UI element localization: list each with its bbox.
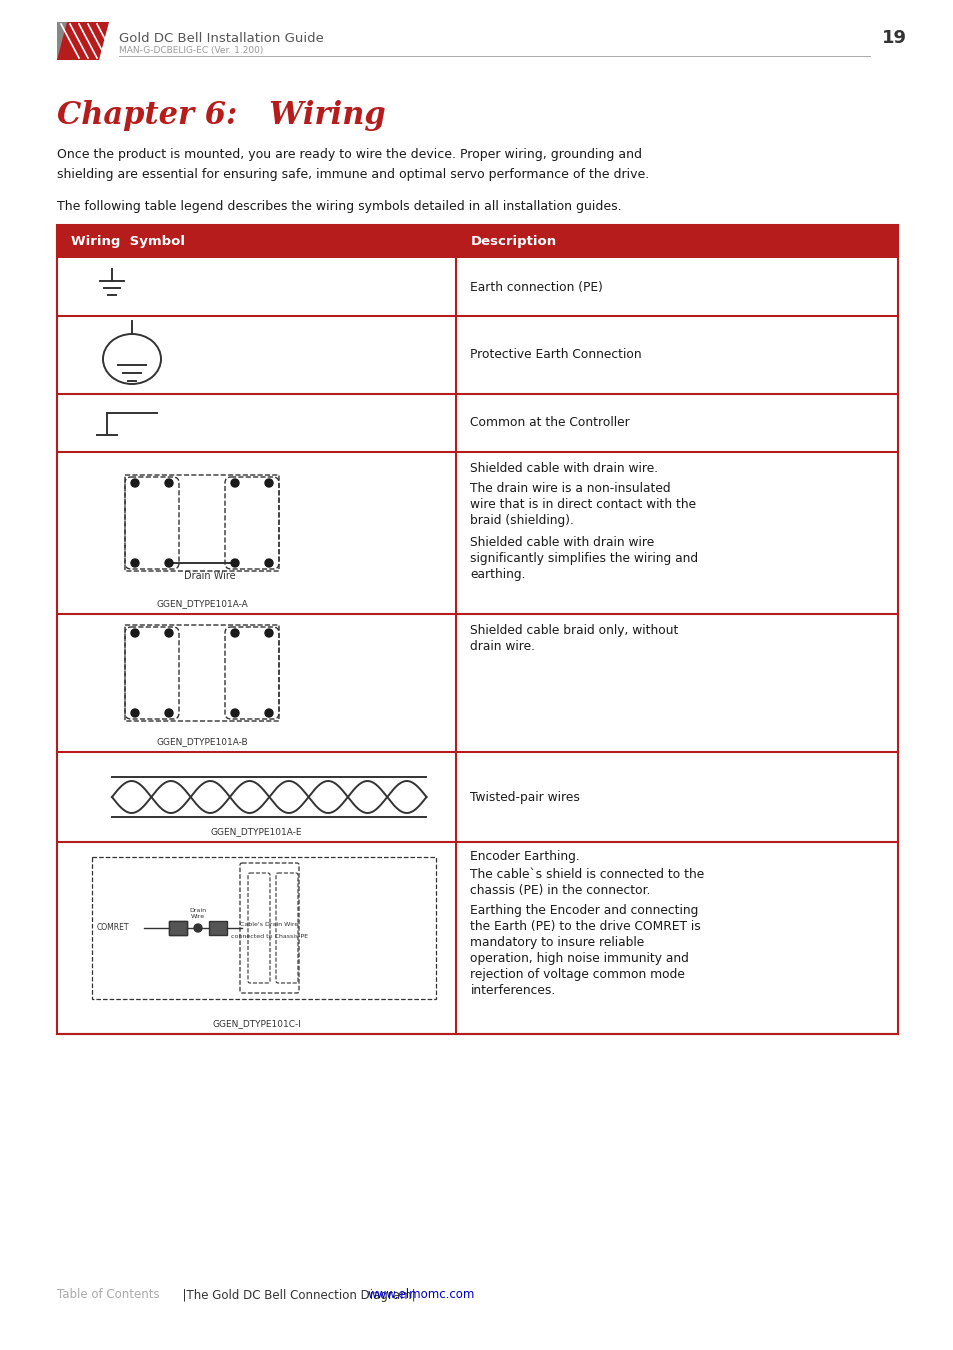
Bar	[57, 22, 99, 59]
Circle shape	[165, 629, 172, 637]
Text: wire that is in direct contact with the: wire that is in direct contact with the	[470, 498, 696, 512]
Text: Encoder Earthing.: Encoder Earthing.	[470, 850, 579, 863]
Text: Common at the Controller: Common at the Controller	[470, 417, 630, 429]
Text: Once the product is mounted, you are ready to wire the device. Proper wiring, gr: Once the product is mounted, you are rea…	[57, 148, 641, 161]
Text: Earth connection (PE): Earth connection (PE)	[470, 281, 602, 293]
Text: GGEN_DTYPE101A-B: GGEN_DTYPE101A-B	[156, 737, 248, 747]
Circle shape	[265, 479, 273, 487]
Text: significantly simplifies the wiring and: significantly simplifies the wiring and	[470, 552, 698, 566]
Circle shape	[131, 709, 139, 717]
Text: mandatory to insure reliable: mandatory to insure reliable	[470, 936, 644, 949]
Text: COMRET: COMRET	[97, 923, 130, 933]
Text: drain wire.: drain wire.	[470, 640, 535, 653]
Circle shape	[231, 559, 239, 567]
Text: The cable`s shield is connected to the: The cable`s shield is connected to the	[470, 868, 704, 882]
Text: Twisted-pair wires: Twisted-pair wires	[470, 791, 579, 803]
Bar	[57, 225, 897, 1034]
Circle shape	[231, 629, 239, 637]
Text: Table of Contents: Table of Contents	[57, 1288, 159, 1301]
Text: earthing.: earthing.	[470, 568, 525, 580]
Circle shape	[165, 709, 172, 717]
Text: connected to Chassis-PE: connected to Chassis-PE	[231, 933, 308, 938]
Text: Shielded cable with drain wire.: Shielded cable with drain wire.	[470, 462, 658, 475]
Text: rejection of voltage common mode: rejection of voltage common mode	[470, 968, 684, 981]
Text: the Earth (PE) to the drive COMRET is: the Earth (PE) to the drive COMRET is	[470, 919, 700, 933]
Text: Cable's Drain Wire: Cable's Drain Wire	[240, 922, 298, 926]
Text: Drain
Wire: Drain Wire	[190, 909, 207, 919]
Polygon shape	[57, 22, 109, 59]
Circle shape	[265, 559, 273, 567]
Text: Shielded cable braid only, without: Shielded cable braid only, without	[470, 624, 679, 637]
Circle shape	[131, 479, 139, 487]
Bar	[169, 921, 187, 936]
Text: Protective Earth Connection: Protective Earth Connection	[470, 348, 641, 362]
Circle shape	[231, 709, 239, 717]
Text: GGEN_DTYPE101A-E: GGEN_DTYPE101A-E	[211, 828, 302, 836]
Text: www.elmomc.com: www.elmomc.com	[368, 1288, 475, 1301]
Circle shape	[131, 629, 139, 637]
Circle shape	[265, 709, 273, 717]
Bar	[169, 921, 187, 936]
Text: GGEN_DTYPE101A-A: GGEN_DTYPE101A-A	[156, 599, 248, 608]
Circle shape	[131, 559, 139, 567]
Text: The following table legend describes the wiring symbols detailed in all installa: The following table legend describes the…	[57, 200, 621, 213]
Text: Drain Wire: Drain Wire	[184, 571, 235, 580]
Text: |The Gold DC Bell Connection Diagram|: |The Gold DC Bell Connection Diagram|	[174, 1288, 416, 1301]
Text: MAN-G-DCBELIG-EC (Ver. 1.200): MAN-G-DCBELIG-EC (Ver. 1.200)	[119, 46, 263, 55]
Bar	[209, 921, 227, 936]
Circle shape	[165, 559, 172, 567]
Text: Shielded cable with drain wire: Shielded cable with drain wire	[470, 536, 654, 549]
Circle shape	[265, 629, 273, 637]
Text: The drain wire is a non-insulated: The drain wire is a non-insulated	[470, 482, 670, 495]
Circle shape	[165, 479, 172, 487]
Text: shielding are essential for ensuring safe, immune and optimal servo performance : shielding are essential for ensuring saf…	[57, 167, 649, 181]
Text: interferences.: interferences.	[470, 984, 556, 998]
Bar	[91, 857, 436, 999]
Circle shape	[231, 479, 239, 487]
Text: Description: Description	[470, 235, 556, 248]
Text: chassis (PE) in the connector.: chassis (PE) in the connector.	[470, 884, 650, 896]
Text: Gold DC Bell Installation Guide: Gold DC Bell Installation Guide	[119, 32, 323, 45]
Text: Wiring  Symbol: Wiring Symbol	[71, 235, 185, 248]
Text: braid (shielding).: braid (shielding).	[470, 514, 574, 526]
Text: Earthing the Encoder and connecting: Earthing the Encoder and connecting	[470, 904, 699, 917]
Text: 19: 19	[882, 28, 906, 47]
Text: operation, high noise immunity and: operation, high noise immunity and	[470, 952, 689, 965]
Text: GGEN_DTYPE101C-I: GGEN_DTYPE101C-I	[213, 1019, 301, 1027]
Text: Chapter 6:   Wiring: Chapter 6: Wiring	[57, 100, 385, 131]
Bar	[57, 225, 897, 258]
Circle shape	[193, 923, 202, 932]
